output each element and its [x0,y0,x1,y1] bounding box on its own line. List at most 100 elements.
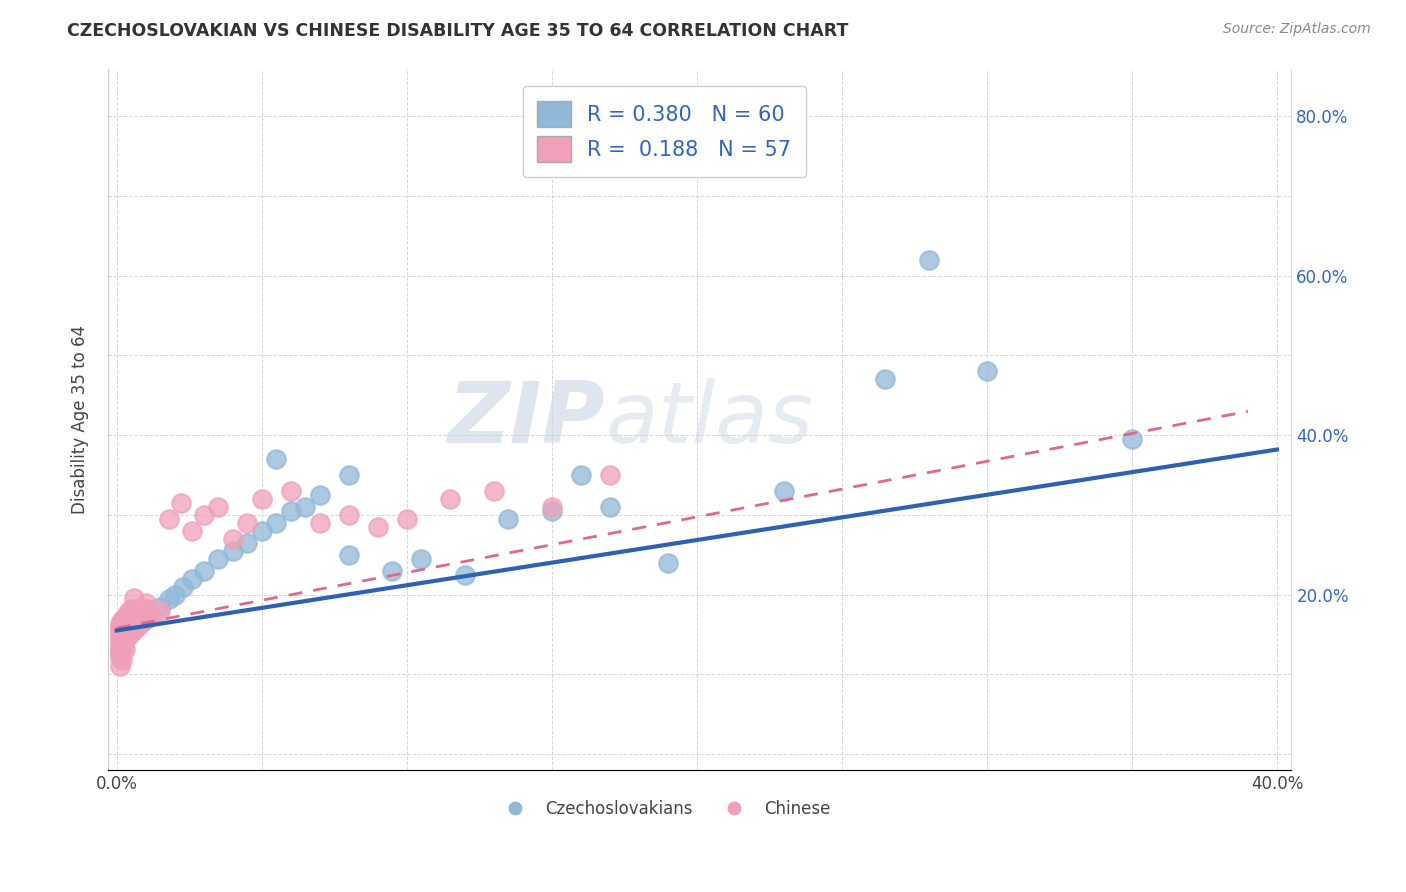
Point [108,627,131,641]
Point [108,635,131,649]
Point [172,580,194,594]
Point [125,619,148,633]
Point [280,504,302,518]
Point [250,524,273,538]
Point [250,491,273,506]
Point [111,645,134,659]
Point [222,543,245,558]
Point [108,627,131,641]
Point [181,524,204,538]
Point [120,607,142,622]
Point [122,613,145,627]
Point [111,624,134,638]
Point [122,623,145,637]
Point [207,551,229,566]
Point [193,564,215,578]
Point [108,651,131,665]
Point [120,626,142,640]
Point [976,364,998,378]
Point [308,488,330,502]
Point [772,483,794,498]
Point [117,605,139,619]
Point [122,591,145,605]
Point [135,611,157,625]
Point [381,564,404,578]
Point [236,516,259,530]
Point [114,629,136,643]
Point [108,632,131,646]
Legend: Czechoslovakians, Chinese: Czechoslovakians, Chinese [492,794,837,825]
Point [108,624,131,638]
Point [114,613,136,627]
Point [337,508,360,522]
Y-axis label: Disability Age 35 to 64: Disability Age 35 to 64 [72,325,89,514]
Point [135,611,157,625]
Point [129,617,152,632]
Point [114,633,136,648]
Point [540,504,562,518]
Point [264,452,287,467]
Point [132,605,155,619]
Point [108,643,131,657]
Point [117,618,139,632]
Point [111,613,134,627]
Point [454,567,477,582]
Point [117,610,139,624]
Text: atlas: atlas [605,377,813,461]
Point [411,551,433,566]
Point [207,500,229,514]
Point [294,500,316,514]
Point [125,618,148,632]
Point [111,632,134,646]
Point [117,626,139,640]
Point [108,635,131,649]
Point [141,607,163,622]
Point [114,641,136,656]
Point [395,512,418,526]
Point [114,618,136,632]
Point [918,252,941,267]
Point [125,610,148,624]
Point [149,603,172,617]
Point [108,643,131,657]
Point [117,621,139,635]
Point [482,483,505,498]
Point [114,621,136,635]
Point [141,607,163,622]
Point [111,640,134,654]
Point [157,512,180,526]
Point [439,491,461,506]
Point [114,626,136,640]
Point [108,619,131,633]
Point [122,605,145,619]
Point [129,601,152,615]
Point [264,516,287,530]
Point [540,500,562,514]
Point [132,614,155,628]
Point [108,659,131,673]
Point [117,629,139,643]
Point [108,615,131,630]
Point [1121,432,1143,446]
Point [337,468,360,483]
Point [111,629,134,643]
Point [132,613,155,627]
Point [114,610,136,624]
Text: ZIP: ZIP [447,377,605,461]
Point [108,619,131,633]
Point [122,607,145,621]
Point [367,520,389,534]
Text: Source: ZipAtlas.com: Source: ZipAtlas.com [1223,22,1371,37]
Point [875,372,897,386]
Point [569,468,592,483]
Point [111,637,134,651]
Point [120,624,142,638]
Point [236,536,259,550]
Point [280,483,302,498]
Point [120,602,142,616]
Point [599,468,621,483]
Point [599,500,621,514]
Point [120,615,142,630]
Point [111,615,134,630]
Point [108,648,131,662]
